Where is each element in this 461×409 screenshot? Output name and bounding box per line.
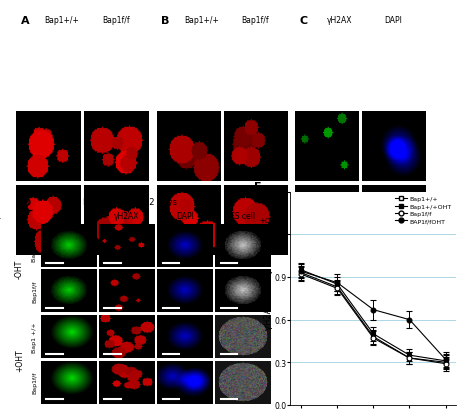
Text: Bap1f/f: Bap1f/f bbox=[102, 16, 130, 25]
Text: Bap1f/f: Bap1f/f bbox=[32, 371, 37, 393]
Text: B: B bbox=[161, 16, 170, 25]
Text: Bap1f/f: Bap1f/f bbox=[32, 280, 37, 302]
Text: C: C bbox=[300, 16, 307, 25]
Text: -OHT: -OHT bbox=[15, 259, 24, 278]
Text: DAPI: DAPI bbox=[176, 211, 194, 220]
Text: Bap1+/+: Bap1+/+ bbox=[44, 16, 79, 25]
Text: E: E bbox=[254, 182, 261, 191]
Text: Bap1 +/+: Bap1 +/+ bbox=[32, 321, 37, 352]
Text: γH2AX: γH2AX bbox=[114, 211, 139, 220]
Y-axis label: +OHT: +OHT bbox=[260, 218, 280, 223]
Text: Recovery time: 2 days: Recovery time: 2 days bbox=[83, 197, 177, 206]
Text: ES cell: ES cell bbox=[230, 211, 255, 220]
Text: Bap1f/f: Bap1f/f bbox=[241, 16, 268, 25]
Y-axis label: +OHT: +OHT bbox=[0, 218, 1, 223]
Text: Bap1 +/+: Bap1 +/+ bbox=[32, 230, 37, 261]
Text: Bap1+/+: Bap1+/+ bbox=[184, 16, 219, 25]
Text: Bap1: Bap1 bbox=[59, 211, 78, 220]
Legend: Bap1+/+, Bap1+/+OHT, Bap1f/f, BAP1f/fOHT: Bap1+/+, Bap1+/+OHT, Bap1f/f, BAP1f/fOHT bbox=[394, 196, 453, 225]
Text: D: D bbox=[22, 197, 31, 207]
Y-axis label: -OHT: -OHT bbox=[261, 144, 279, 150]
Text: γH2AX: γH2AX bbox=[327, 16, 352, 25]
Text: +OHT: +OHT bbox=[15, 348, 24, 371]
Text: A: A bbox=[21, 16, 29, 25]
Y-axis label: γH2AX density: γH2AX density bbox=[264, 268, 273, 329]
Text: DAPI: DAPI bbox=[384, 16, 402, 25]
